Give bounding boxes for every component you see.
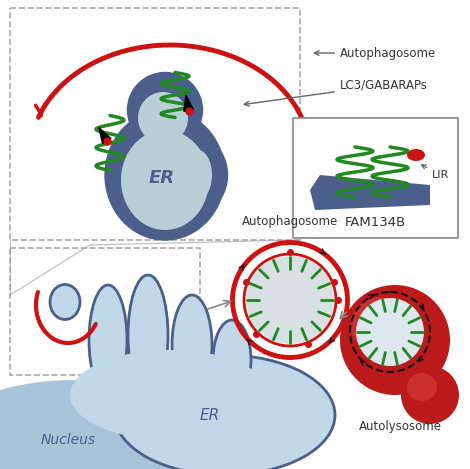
- Ellipse shape: [340, 285, 450, 395]
- Bar: [293, 118, 458, 238]
- Text: LC3/GABARAPs: LC3/GABARAPs: [244, 78, 428, 106]
- Ellipse shape: [246, 256, 334, 344]
- Bar: [10, 248, 200, 375]
- Text: ER: ER: [149, 169, 175, 187]
- Ellipse shape: [138, 92, 188, 144]
- Polygon shape: [184, 95, 193, 111]
- Polygon shape: [310, 175, 430, 210]
- Ellipse shape: [121, 130, 209, 230]
- Text: Autolysosome: Autolysosome: [359, 420, 441, 433]
- Ellipse shape: [89, 285, 127, 395]
- Ellipse shape: [407, 373, 437, 401]
- Ellipse shape: [213, 320, 251, 400]
- Ellipse shape: [356, 298, 424, 366]
- Ellipse shape: [401, 366, 459, 424]
- Ellipse shape: [0, 380, 205, 469]
- Ellipse shape: [350, 297, 410, 353]
- Ellipse shape: [184, 150, 212, 200]
- Ellipse shape: [105, 110, 225, 240]
- Ellipse shape: [407, 149, 425, 161]
- Ellipse shape: [115, 355, 335, 469]
- Bar: [10, 8, 300, 240]
- Ellipse shape: [70, 350, 270, 440]
- Text: Nucleus: Nucleus: [40, 433, 95, 447]
- Polygon shape: [99, 128, 111, 144]
- Text: FAM134B: FAM134B: [345, 217, 406, 229]
- Ellipse shape: [50, 285, 80, 319]
- Ellipse shape: [127, 73, 203, 147]
- Ellipse shape: [182, 143, 227, 207]
- Text: ER: ER: [200, 408, 220, 423]
- Ellipse shape: [128, 275, 168, 395]
- Ellipse shape: [172, 295, 212, 395]
- Text: Autophagosome: Autophagosome: [242, 215, 338, 228]
- Text: Autophagosome: Autophagosome: [314, 46, 436, 60]
- Text: LIR: LIR: [422, 165, 449, 180]
